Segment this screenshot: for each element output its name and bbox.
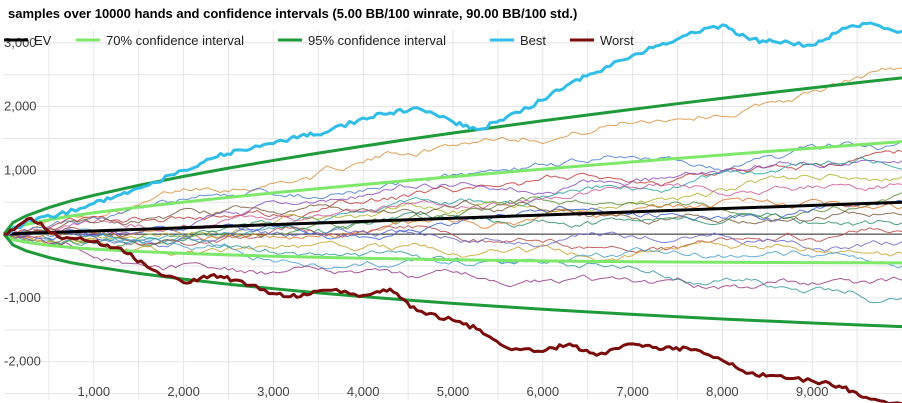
x-tick-label: 9,000	[796, 384, 829, 399]
sample-line	[3, 228, 902, 270]
x-tick-label: 3,000	[257, 384, 290, 399]
y-tick-label: 2,000	[4, 99, 37, 114]
sample-line	[3, 226, 902, 252]
ev-line	[3, 200, 902, 236]
legend-label-70-confidence-interval: 70% confidence interval	[106, 33, 244, 48]
sample-line	[3, 149, 902, 238]
sample-lines	[3, 67, 902, 304]
sample-line	[3, 233, 902, 262]
sample-line	[3, 224, 902, 254]
x-tick-label: 7,000	[616, 384, 649, 399]
y-tick-label: 3,000	[4, 35, 37, 50]
y-tick-label: 1,000	[4, 162, 37, 177]
legend-label-ev: EV	[34, 33, 52, 48]
sample-line	[3, 233, 902, 290]
x-tick-label: 1,000	[78, 384, 111, 399]
legend-label-worst: Worst	[600, 33, 634, 48]
sample-line	[3, 173, 902, 246]
y-tick-label: -1,000	[4, 290, 41, 305]
sample-line	[3, 197, 902, 241]
95-confidence-interval-upper-line	[2, 76, 902, 236]
y-tick-label: -2,000	[4, 354, 41, 369]
worst-line	[3, 216, 902, 403]
x-tick-label: 8,000	[706, 384, 739, 399]
legend-label-95-confidence-interval: 95% confidence interval	[308, 33, 446, 48]
legend-label-best: Best	[520, 33, 546, 48]
x-tick-label: 4,000	[347, 384, 380, 399]
x-tick-label: 2,000	[167, 384, 200, 399]
x-tick-label: 6,000	[527, 384, 560, 399]
x-tick-label: 5,000	[437, 384, 470, 399]
sample-line	[3, 199, 902, 238]
legend: EV 70% confidence interval 95% confidence …	[4, 33, 634, 48]
series-lines	[2, 21, 902, 403]
best-line	[3, 21, 902, 236]
chart-title: samples over 10000 hands and confidence …	[8, 6, 578, 21]
70-confidence-interval-lower-line	[3, 232, 902, 265]
70-confidence-interval-upper-line	[3, 140, 902, 236]
95-confidence-interval-lower-line	[2, 233, 902, 329]
sample-line	[3, 67, 902, 238]
